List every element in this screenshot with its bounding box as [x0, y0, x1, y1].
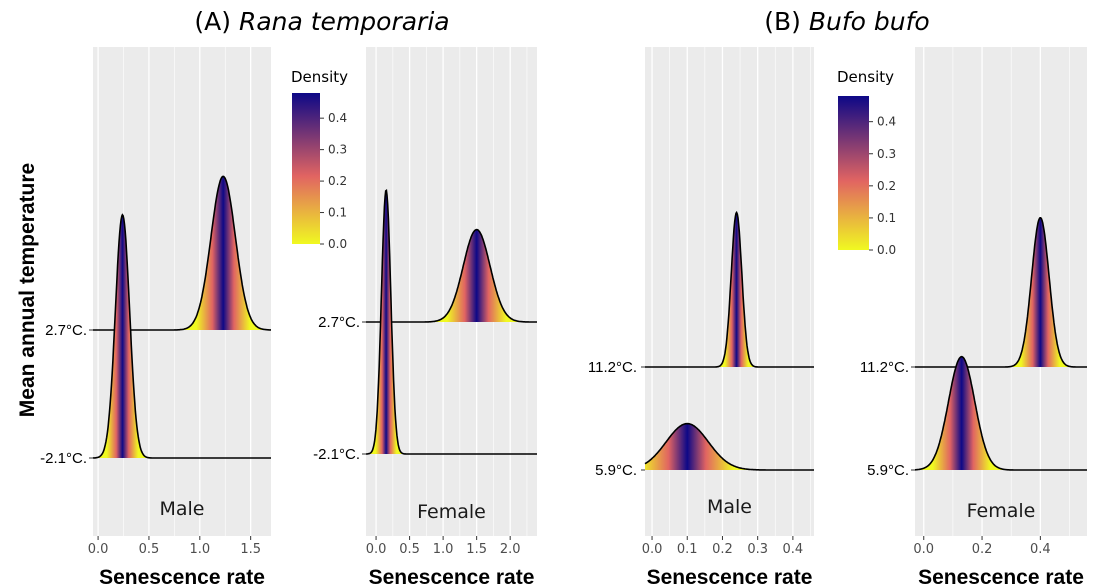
legend-ticks-a: 0.4 0.3 0.2 0.1 0.0	[320, 111, 347, 251]
density-curve-11-2-c	[915, 217, 1087, 368]
x-tick-label: 1.0	[433, 542, 454, 557]
panel-bufo-bufo-female: 0.0 0.2 0.4 Senescence rate Female 11.2°C. 5.9…	[860, 47, 1087, 586]
legend-tick-label: 0.4	[328, 111, 347, 125]
x-axis-label: Senescence rate	[369, 566, 535, 586]
density-curve-2-1-c	[366, 188, 537, 455]
legend-colorbar-b	[838, 96, 869, 250]
x-tick-label: 0.5	[399, 542, 420, 557]
x-tick-label: 0.3	[747, 542, 768, 557]
density-fill-2-7-c	[93, 176, 271, 330]
x-tick-label: 0.2	[972, 542, 993, 557]
x-tick-label: 2.0	[500, 542, 521, 557]
x-tick-label: 0.0	[642, 542, 663, 557]
x-tick-label: 1.5	[466, 542, 487, 557]
legend-tick-label: 0.4	[877, 115, 896, 129]
x-tick-label: 0.5	[139, 542, 160, 557]
legend-tick-label: 0.2	[328, 174, 347, 188]
density-curve-2-7-c	[366, 228, 537, 323]
y-axis-label: Mean annual temperature	[16, 163, 39, 417]
panel-rana-temporaria-female: 0.0 0.5 1.0 1.5 2.0 Senescence rate Female 2.7°…	[313, 47, 537, 586]
density-curve-2-1-c	[92, 213, 271, 459]
legend-tick-label: 0.3	[877, 147, 896, 161]
legend-b: Density 0.4 0.3 0.2 0.1 0.0	[837, 68, 896, 257]
panel-bufo-bufo-male: 0.0 0.1 0.2 0.3 0.4 Senescence rate Male 11.2°C…	[588, 47, 814, 586]
density-fill-2-7-c	[366, 229, 537, 322]
legend-tick-label: 0.1	[328, 206, 347, 220]
density-fill-5-9-c	[645, 423, 814, 470]
x-tick-label: 0.0	[88, 542, 109, 557]
y-tick-label: 5.9°C.	[867, 462, 909, 479]
density-fill-2-1-c	[93, 214, 271, 458]
x-tick-label: 0.2	[712, 542, 733, 557]
density-curve-5-9-c	[915, 355, 1087, 471]
sex-label: Male	[707, 496, 752, 518]
legend-tick-label: 0.3	[328, 143, 347, 157]
y-tick-label: 5.9°C.	[595, 462, 637, 479]
y-tick-label: 2.7°C.	[45, 322, 87, 339]
density-curve-11-2-c	[645, 210, 814, 368]
x-tick-label: 1.0	[189, 542, 210, 557]
panel-rana-temporaria-male: 0.0 0.5 1.0 1.5 Senescence rate Male 2.7°C. -2.…	[40, 47, 271, 586]
density-fill-5-9-c	[915, 356, 1087, 470]
x-tick-label: 0.0	[366, 542, 387, 557]
density-fill-2-1-c	[366, 190, 537, 454]
y-tick-label: 11.2°C.	[588, 359, 637, 376]
sex-label: Female	[417, 501, 486, 523]
legend-tick-label: 0.0	[328, 237, 347, 251]
plot-background	[366, 47, 537, 536]
legend-tick-label: 0.1	[877, 211, 896, 225]
y-tick-label: 11.2°C.	[860, 359, 909, 376]
legend-tick-label: 0.0	[877, 243, 896, 257]
sex-label: Female	[967, 500, 1036, 522]
x-tick-label: 1.5	[240, 542, 261, 557]
sex-label: Male	[159, 498, 204, 520]
x-axis-label: Senescence rate	[647, 566, 813, 586]
legend-ticks-b: 0.4 0.3 0.2 0.1 0.0	[869, 115, 896, 257]
x-axis-label: Senescence rate	[918, 566, 1084, 586]
x-tick-label: 0.0	[913, 542, 934, 557]
legend-title-b: Density	[837, 68, 894, 86]
legend-title-a: Density	[291, 68, 348, 86]
x-tick-label: 0.4	[1030, 542, 1051, 557]
x-axis-label: Senescence rate	[99, 566, 265, 586]
density-fill-11-2-c	[645, 212, 814, 367]
title-b: (B) Bufo bufo	[764, 7, 929, 36]
y-tick-label: 2.7°C.	[318, 314, 360, 331]
x-tick-label: 0.4	[783, 542, 804, 557]
y-tick-label: -2.1°C.	[40, 450, 87, 467]
legend-a: Density 0.4 0.3 0.2 0.1 0.0	[291, 68, 348, 251]
y-tick-label: -2.1°C.	[313, 446, 360, 463]
x-tick-label: 0.1	[677, 542, 698, 557]
legend-tick-label: 0.2	[877, 179, 896, 193]
legend-colorbar-a	[292, 93, 320, 244]
density-curve-5-9-c	[644, 422, 814, 471]
density-fill-11-2-c	[915, 217, 1087, 367]
title-a: (A) Rana temporaria	[194, 7, 449, 36]
